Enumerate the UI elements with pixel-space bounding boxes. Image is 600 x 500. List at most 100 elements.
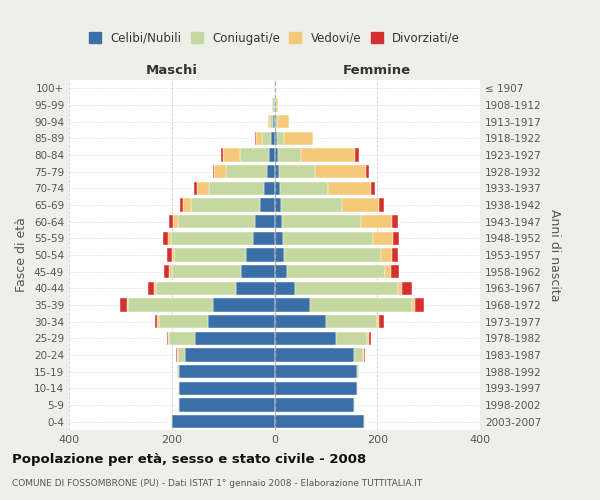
Bar (185, 348, 275, 362)
Bar (364, 348, 365, 362)
Bar (268, 115, 270, 128)
Bar (255, 215, 275, 228)
Bar (168, 232, 171, 245)
Bar (209, 182, 264, 195)
Text: Maschi: Maschi (146, 64, 198, 76)
Bar (275, 215, 281, 228)
Bar (275, 348, 354, 362)
Bar (155, 315, 157, 328)
Bar (169, 265, 172, 278)
Bar (280, 182, 328, 195)
Bar (179, 398, 275, 411)
Bar (275, 398, 354, 411)
Bar (221, 148, 223, 162)
Bar (176, 348, 178, 362)
Bar (382, 248, 392, 262)
Bar (226, 165, 267, 178)
Bar (278, 148, 301, 162)
Bar (361, 215, 392, 228)
Bar (391, 265, 399, 278)
Bar (191, 198, 260, 211)
Bar (398, 282, 402, 295)
Bar (275, 98, 278, 112)
Bar (213, 298, 275, 312)
Bar (283, 232, 373, 245)
Bar (287, 265, 385, 278)
Bar (328, 182, 371, 195)
Bar (373, 232, 393, 245)
Bar (183, 198, 191, 211)
Bar (246, 248, 275, 262)
Bar (393, 232, 400, 245)
Bar (275, 298, 310, 312)
Bar (214, 165, 226, 178)
Bar (354, 348, 364, 362)
Bar (213, 165, 214, 178)
Text: COMUNE DI FOSSOMBRONE (PU) - Dati ISTAT 1° gennaio 2008 - Elaborazione TUTTITALI: COMUNE DI FOSSOMBRONE (PU) - Dati ISTAT … (12, 478, 422, 488)
Bar (275, 415, 364, 428)
Bar (253, 232, 275, 245)
Bar (281, 198, 343, 211)
Bar (167, 248, 172, 262)
Bar (262, 132, 271, 145)
Bar (379, 198, 385, 211)
Bar (178, 348, 185, 362)
Bar (275, 198, 281, 211)
Bar (271, 132, 275, 145)
Bar (275, 182, 280, 195)
Bar (168, 332, 169, 345)
Bar (148, 282, 154, 295)
Bar (314, 165, 366, 178)
Bar (367, 332, 368, 345)
Bar (275, 332, 336, 345)
Bar (275, 248, 284, 262)
Bar (284, 132, 313, 145)
Bar (179, 365, 275, 378)
Bar (277, 132, 284, 145)
Bar (121, 298, 127, 312)
Bar (208, 315, 275, 328)
Bar (273, 115, 275, 128)
Bar (326, 315, 377, 328)
Bar (392, 215, 398, 228)
Bar (379, 315, 385, 328)
Bar (169, 215, 173, 228)
Bar (241, 265, 275, 278)
Bar (275, 365, 356, 378)
Bar (301, 148, 355, 162)
Bar (239, 148, 269, 162)
Bar (171, 232, 253, 245)
Bar (223, 148, 239, 162)
Bar (167, 332, 168, 345)
Bar (275, 165, 278, 178)
Bar (260, 198, 275, 211)
Bar (356, 382, 358, 395)
Bar (371, 182, 374, 195)
Bar (275, 282, 295, 295)
Y-axis label: Fasce di età: Fasce di età (16, 218, 28, 292)
Bar (284, 248, 382, 262)
Bar (163, 232, 168, 245)
Bar (385, 265, 391, 278)
Bar (172, 415, 275, 428)
Bar (310, 298, 412, 312)
Bar (157, 315, 159, 328)
Bar (278, 165, 314, 178)
Bar (171, 415, 172, 428)
Bar (172, 248, 175, 262)
Bar (173, 215, 178, 228)
Bar (364, 415, 365, 428)
Bar (295, 282, 398, 295)
Text: Popolazione per età, sesso e stato civile - 2008: Popolazione per età, sesso e stato civil… (12, 452, 366, 466)
Bar (178, 215, 255, 228)
Bar (392, 248, 398, 262)
Bar (355, 148, 359, 162)
Bar (179, 382, 275, 395)
Bar (154, 282, 157, 295)
Bar (275, 315, 326, 328)
Bar (368, 332, 371, 345)
Bar (178, 365, 179, 378)
Bar (269, 148, 275, 162)
Bar (275, 382, 356, 395)
Bar (195, 332, 275, 345)
